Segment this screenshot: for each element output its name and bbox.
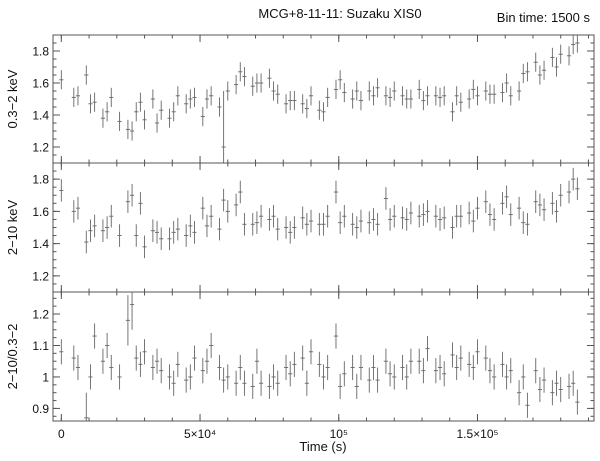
panel-frame (52, 291, 595, 422)
y-tick-label: 1.8 (32, 45, 49, 59)
x-tick-label: 1.5×10⁵ (456, 427, 498, 441)
bin-time-annotation: Bin time: 1500 s (497, 10, 591, 25)
panel-y-label: 2−10/0.3−2 (5, 324, 20, 390)
panel-y-label: 0.3−2 keV (5, 69, 20, 128)
y-tick-label: 0.9 (32, 402, 49, 416)
panels-group: 1.2 1.4 1.6 1.8 0.3−2 keV 1.2 1.4 1.6 1.8 2−10 ke… (5, 34, 595, 441)
x-axis-label: Time (s) (299, 439, 346, 454)
chart-title: MCG+8-11-11: Suzaku XIS0 (258, 6, 421, 21)
y-tick-label: 1.4 (32, 109, 49, 123)
y-tick-label: 1.2 (32, 269, 49, 283)
y-tick-label: 1.2 (32, 308, 49, 322)
x-tick-label: 10⁵ (330, 427, 348, 441)
y-tick-label: 1.6 (32, 77, 49, 91)
y-tick-label: 1.4 (32, 237, 49, 251)
x-tick-label: 5×10⁴ (184, 427, 216, 441)
y-tick-label: 1.2 (32, 141, 49, 155)
x-tick-label: 0 (58, 427, 65, 441)
panel-frame (52, 34, 595, 164)
y-tick-label: 1 (42, 370, 49, 384)
y-tick-label: 1.6 (32, 205, 49, 219)
y-tick-label: 1.8 (32, 173, 49, 187)
panel-y-label: 2−10 keV (5, 200, 20, 256)
y-tick-label: 1.1 (32, 339, 49, 353)
